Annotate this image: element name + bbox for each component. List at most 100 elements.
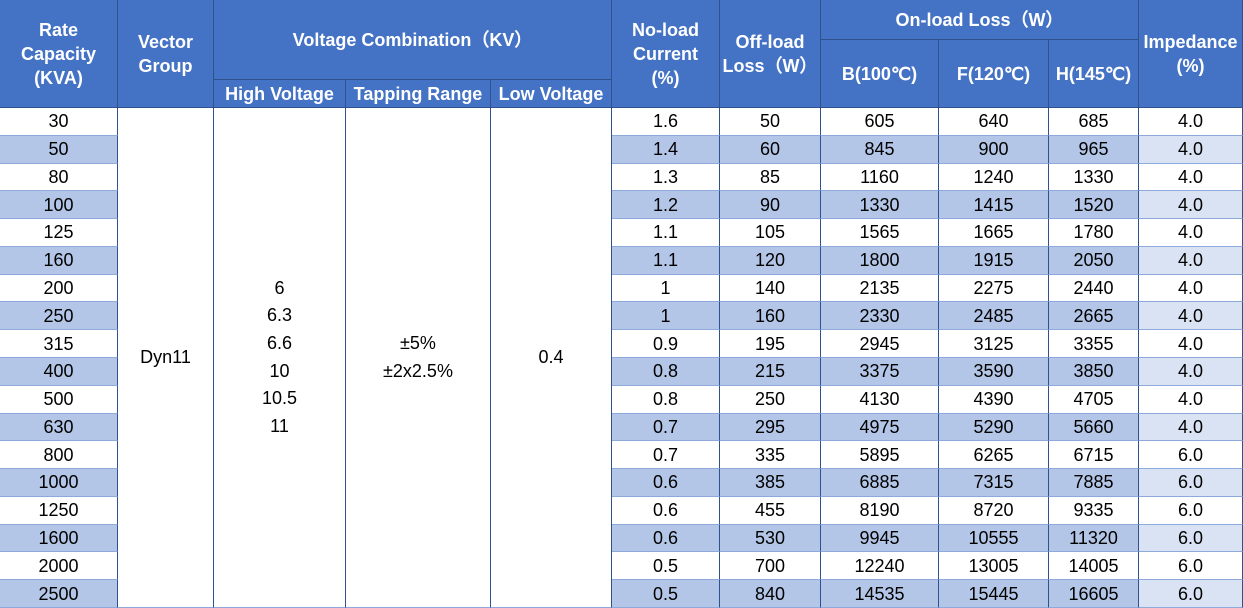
cell-text: 1.2 bbox=[652, 194, 679, 215]
body-cell: 1250 bbox=[0, 496, 118, 525]
cell-text: 7885 bbox=[1073, 472, 1114, 493]
cell-text: 60 bbox=[759, 139, 781, 160]
cell-text: Dyn11 bbox=[140, 346, 191, 367]
header-cell: Tapping Range bbox=[346, 80, 491, 108]
cell-text: 5290 bbox=[973, 416, 1014, 437]
cell-text: 5895 bbox=[859, 444, 900, 465]
header-cell: Rate Capacity (KVA) bbox=[0, 0, 118, 108]
body-cell: 90 bbox=[720, 191, 821, 220]
body-cell: 965 bbox=[1049, 135, 1139, 164]
cell-text: 1600 bbox=[38, 528, 79, 549]
cell-text: 2050 bbox=[1073, 250, 1114, 271]
cell-text: 14535 bbox=[854, 583, 905, 604]
body-cell: 11320 bbox=[1049, 524, 1139, 553]
body-cell: 2485 bbox=[939, 302, 1049, 331]
body-cell: 4975 bbox=[821, 413, 939, 442]
cell-text: 1000 bbox=[38, 472, 79, 493]
body-cell: 3125 bbox=[939, 330, 1049, 358]
body-cell: 2665 bbox=[1049, 302, 1139, 331]
body-cell: 4130 bbox=[821, 385, 939, 414]
cell-text: 11320 bbox=[1069, 528, 1118, 549]
body-cell: 160 bbox=[0, 246, 118, 275]
cell-text: 3590 bbox=[973, 361, 1014, 382]
body-cell: 16605 bbox=[1049, 580, 1139, 608]
cell-text: 2440 bbox=[1073, 278, 1114, 299]
cell-text: 1800 bbox=[859, 250, 900, 271]
body-cell: 120 bbox=[720, 246, 821, 275]
cell-text: 840 bbox=[754, 583, 786, 604]
header-cell: Impedance (%) bbox=[1139, 0, 1243, 108]
cell-text: 1160 bbox=[860, 166, 899, 187]
body-cell: 9335 bbox=[1049, 496, 1139, 525]
cell-text: 0.5 bbox=[652, 555, 679, 576]
body-cell: 2000 bbox=[0, 552, 118, 581]
body-cell: 0.6 bbox=[612, 524, 720, 553]
cell-text: 1.3 bbox=[652, 166, 679, 187]
body-cell: 6715 bbox=[1049, 441, 1139, 470]
header-cell: F(120℃) bbox=[939, 40, 1049, 108]
body-cell: 1665 bbox=[939, 219, 1049, 247]
cell-text: 100 bbox=[43, 194, 74, 215]
body-cell: 50 bbox=[0, 135, 118, 164]
body-cell: 8720 bbox=[939, 496, 1049, 525]
body-cell: 6.0 bbox=[1139, 524, 1243, 553]
body-cell: 2945 bbox=[821, 330, 939, 358]
body-cell: 1240 bbox=[939, 163, 1049, 192]
cell-text: 455 bbox=[754, 500, 786, 521]
cell-text: 0.8 bbox=[652, 361, 679, 382]
cell-text: 4705 bbox=[1073, 389, 1114, 410]
body-cell: 250 bbox=[0, 302, 118, 331]
cell-text: F(120℃) bbox=[956, 63, 1031, 84]
cell-text: Rate bbox=[38, 19, 78, 40]
body-cell: 900 bbox=[939, 135, 1049, 164]
cell-text: 4.0 bbox=[1177, 361, 1204, 382]
body-cell: 1.4 bbox=[612, 135, 720, 164]
body-cell: 1000 bbox=[0, 469, 118, 497]
body-cell: 0.7 bbox=[612, 441, 720, 470]
cell-text: 12240 bbox=[854, 555, 905, 576]
cell-text: 15445 bbox=[968, 583, 1019, 604]
cell-text: 16605 bbox=[1068, 583, 1119, 604]
cell-text: 1.1 bbox=[652, 250, 679, 271]
cell-text: 4.0 bbox=[1177, 389, 1204, 410]
cell-text: 2135 bbox=[859, 278, 900, 299]
cell-text: ±5% bbox=[400, 332, 436, 353]
cell-text: 1240 bbox=[973, 166, 1014, 187]
body-cell: 30 bbox=[0, 108, 118, 136]
cell-text: 400 bbox=[43, 361, 74, 382]
cell-text: 2275 bbox=[973, 278, 1014, 299]
body-cell: 1800 bbox=[821, 246, 939, 275]
body-cell: 15445 bbox=[939, 580, 1049, 608]
body-cell: 195 bbox=[720, 330, 821, 358]
cell-text: Tapping Range bbox=[353, 83, 483, 104]
cell-text: 30 bbox=[48, 111, 69, 132]
header-cell: Off-load Loss（W） bbox=[720, 0, 821, 108]
body-cell: 4.0 bbox=[1139, 191, 1243, 220]
body-cell: 1.1 bbox=[612, 246, 720, 275]
body-cell: 14535 bbox=[821, 580, 939, 608]
body-cell: 840 bbox=[720, 580, 821, 608]
body-cell: 140 bbox=[720, 274, 821, 303]
body-cell: 50 bbox=[720, 108, 821, 136]
body-cell: 4.0 bbox=[1139, 219, 1243, 247]
body-cell: 0.9 bbox=[612, 330, 720, 358]
body-cell: 605 bbox=[821, 108, 939, 136]
cell-text: 4.0 bbox=[1177, 222, 1204, 243]
cell-text: 14005 bbox=[1068, 555, 1119, 576]
cell-text: Voltage Combination（KV） bbox=[292, 29, 533, 50]
body-cell: 1.3 bbox=[612, 163, 720, 192]
cell-text: 6 bbox=[274, 277, 285, 298]
body-cell: 8190 bbox=[821, 496, 939, 525]
header-cell: High Voltage bbox=[214, 80, 346, 108]
cell-text: 1415 bbox=[973, 194, 1014, 215]
cell-text: (KVA) bbox=[34, 67, 83, 88]
body-cell: 5290 bbox=[939, 413, 1049, 442]
cell-text: 80 bbox=[48, 166, 69, 187]
body-cell: 385 bbox=[720, 469, 821, 497]
cell-text: 3355 bbox=[1073, 333, 1114, 354]
body-cell: 0.8 bbox=[612, 358, 720, 386]
cell-text: 90 bbox=[759, 194, 781, 215]
body-cell: 1160 bbox=[821, 163, 939, 192]
cell-text: 700 bbox=[754, 555, 786, 576]
cell-text: 6.3 bbox=[266, 305, 293, 326]
